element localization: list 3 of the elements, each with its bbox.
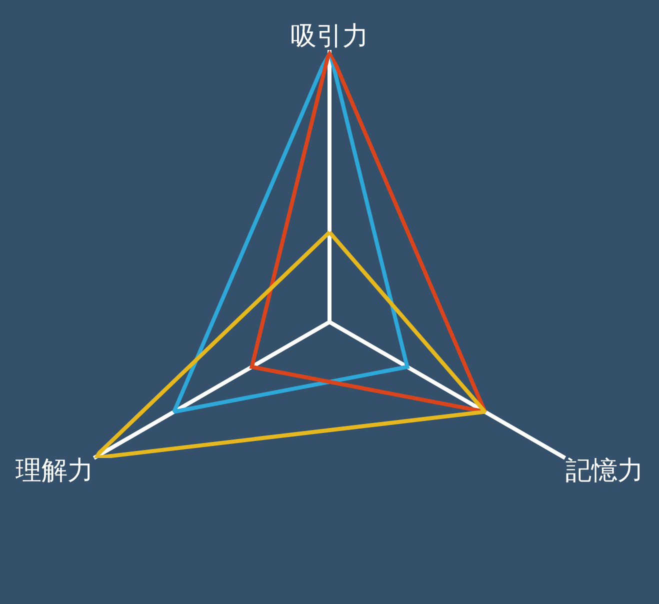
- spoke-label: 吸引力: [290, 21, 368, 52]
- spoke-label: 理解力: [16, 456, 94, 486]
- spoke-label: 記憶力: [565, 456, 644, 486]
